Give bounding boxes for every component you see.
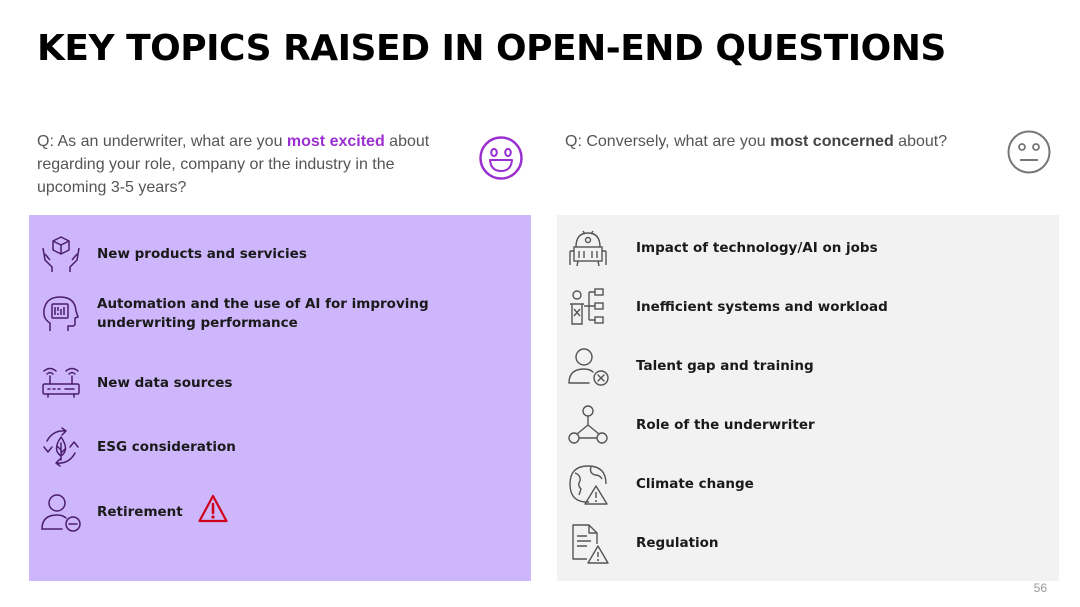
concerned-item: Inefficient systems and workload [567,286,1016,328]
neutral-face-icon [1007,130,1051,174]
excited-question: Q: As an underwriter, what are you most … [37,130,457,199]
excited-panel: New products and servicies Automation an… [29,215,531,581]
concerned-item-label: Inefficient systems and workload [636,298,888,315]
concerned-item-label: Talent gap and training [636,357,814,374]
excited-question-emphasis: most excited [286,133,385,150]
workflow-icon [570,288,604,325]
ai-head-icon [43,296,79,331]
page-title: KEY TOPICS RAISED IN OPEN-END QUESTIONS [37,28,946,69]
excited-item-label: New data sources [97,374,233,391]
excited-item-label: ESG consideration [97,438,236,455]
document-warning-icon [572,524,609,564]
excited-item: Retirement [40,491,487,533]
concerned-item: Role of the underwriter [567,404,1016,446]
concerned-item: Climate change [567,463,1016,505]
person-minus-icon [41,494,81,532]
concerned-panel: Impact of technology/AI on jobs Ineffici… [557,215,1059,581]
excited-item-label: Automation and the use of AI for improvi… [97,296,429,331]
warning-icon [198,494,228,523]
concerned-item-label: Climate change [636,475,754,492]
concerned-item-label: Role of the underwriter [636,416,815,433]
excited-item-label: Retirement [97,503,183,520]
excited-question-suffix: about regarding your role, company or th… [37,133,430,196]
concerned-question-prefix: Q: Conversely, what are you [565,133,771,150]
router-icon [42,367,80,398]
concerned-question: Q: Conversely, what are you most concern… [565,130,985,153]
globe-warning-icon [569,465,608,505]
concerned-question-emphasis: most concerned [770,133,894,150]
concerned-question-suffix: about? [893,133,948,150]
concerned-item: Regulation [567,522,1016,564]
network-icon [568,405,608,444]
concerned-item-label: Impact of technology/AI on jobs [636,239,878,256]
leaf-cycle-icon [43,427,79,467]
robot-icon [569,230,607,267]
excited-item: ESG consideration [40,426,487,468]
concerned-item: Talent gap and training [567,345,1016,387]
person-x-icon [568,348,609,386]
page-number: 56 [1033,581,1047,595]
excited-item: New data sources [40,362,487,404]
product-hands-icon [42,236,80,272]
excited-item: Automation and the use of AI for improvi… [40,293,487,335]
excited-question-prefix: Q: As an underwriter, what are you [37,133,287,150]
happy-face-icon [479,136,523,180]
excited-item-label: New products and servicies [97,245,307,262]
concerned-item-label: Regulation [636,534,719,551]
excited-item: New products and servicies [40,233,487,275]
concerned-item: Impact of technology/AI on jobs [567,227,1016,269]
